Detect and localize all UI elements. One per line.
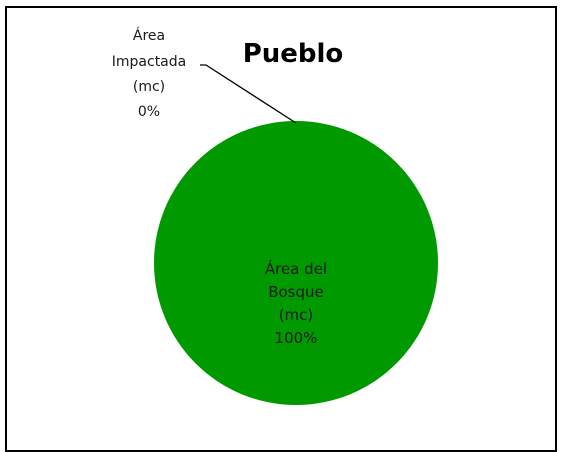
leader-line-impactada (200, 64, 297, 124)
slice-label-impactada-line-1: Área (133, 27, 165, 44)
slice-label-impactada-line-4: 0% (138, 104, 160, 120)
pie-slice-rea-del-bosque-mc (154, 121, 438, 405)
slice-label-impactada-line-3: (mc) (133, 79, 165, 95)
slice-label-bosque-line-4: 100% (275, 329, 318, 347)
slice-label-impactada-line-2: Impactada (112, 54, 186, 70)
slice-label-bosque-line-3: (mc) (279, 306, 314, 324)
slice-label-bosque-line-2: Bosque (268, 283, 324, 301)
slice-label-impactada: Área Impactada (mc) 0% (112, 27, 186, 120)
chart-title: Pueblo (243, 39, 344, 69)
pie-slices (154, 121, 438, 405)
slice-label-bosque-line-1: Área del (265, 259, 327, 278)
slice-label-bosque: Área del Bosque (mc) 100% (265, 259, 327, 347)
